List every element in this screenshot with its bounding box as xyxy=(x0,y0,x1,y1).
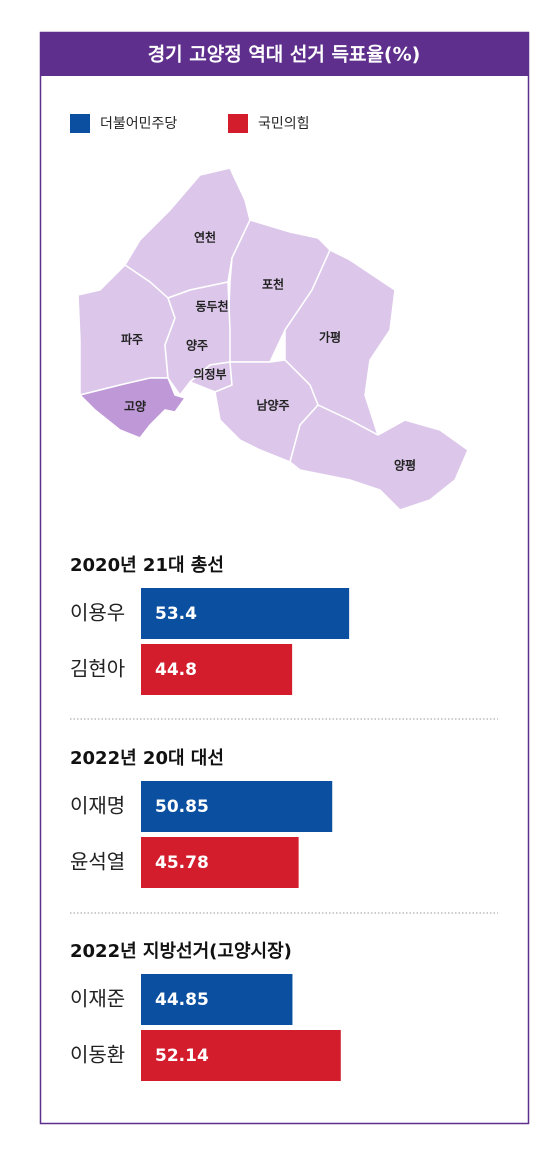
candidate-name: 이용우 xyxy=(70,601,125,625)
region-label: 고양 xyxy=(124,399,146,414)
region-label: 포천 xyxy=(262,277,284,292)
region-label: 가평 xyxy=(319,330,341,345)
region-label: 동두천 xyxy=(195,299,228,314)
region-label: 연천 xyxy=(194,230,216,245)
value-label: 53.4 xyxy=(155,604,197,624)
bar xyxy=(141,1030,341,1081)
map xyxy=(77,167,469,511)
goyang-shape xyxy=(78,377,187,439)
value-label: 45.78 xyxy=(155,853,209,873)
candidate-name: 이재명 xyxy=(70,794,125,818)
bar xyxy=(141,588,350,639)
region-label: 양주 xyxy=(186,338,208,353)
region-label: 양평 xyxy=(394,458,416,473)
value-label: 44.85 xyxy=(155,990,209,1010)
legend-label: 더불어민주당 xyxy=(100,116,177,132)
bar xyxy=(141,837,299,888)
legend-label: 국민의힘 xyxy=(258,116,310,132)
region-label: 파주 xyxy=(121,332,143,347)
title-band xyxy=(40,32,529,76)
frame xyxy=(39,31,530,1125)
candidate-name: 이동환 xyxy=(70,1043,125,1067)
bar xyxy=(141,974,293,1025)
chart-title: 2022년 지방선거(고양시장) xyxy=(70,941,292,962)
title: 경기 고양정 역대 선거 득표율(%) xyxy=(148,44,421,66)
region-label: 남양주 xyxy=(256,398,289,413)
value-label: 44.8 xyxy=(155,660,197,680)
region-shape xyxy=(227,219,331,363)
chart-title: 2020년 21대 총선 xyxy=(70,555,224,576)
bar xyxy=(141,781,333,832)
candidate-name: 이재준 xyxy=(70,987,125,1011)
legend-swatch xyxy=(228,114,248,133)
candidate-name: 윤석열 xyxy=(70,850,125,874)
bar xyxy=(141,644,293,695)
region-label: 의정부 xyxy=(193,367,226,382)
candidate-name: 김현아 xyxy=(70,657,125,681)
value-label: 52.14 xyxy=(155,1046,209,1066)
value-label: 50.85 xyxy=(155,797,209,817)
chart-title: 2022년 20대 대선 xyxy=(70,748,224,769)
region-shape xyxy=(289,404,469,511)
legend-swatch xyxy=(70,114,90,133)
